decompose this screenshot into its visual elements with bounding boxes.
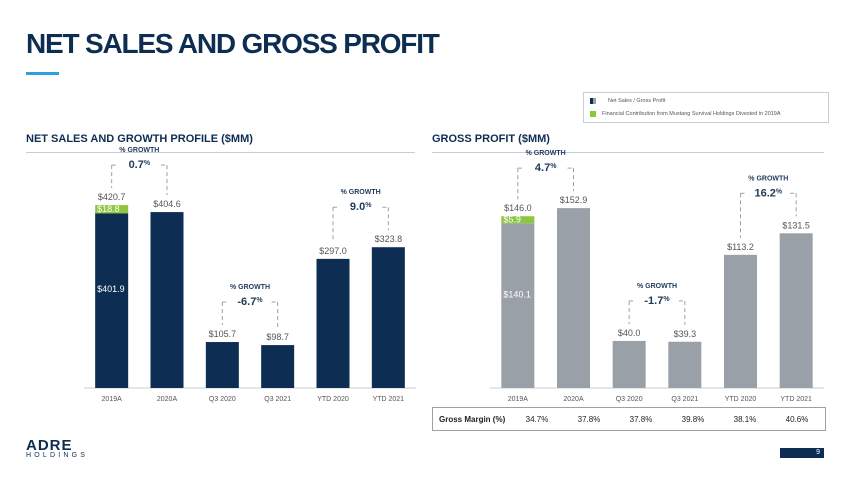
net-sales-total-label: $323.8 [375, 234, 403, 244]
net-sales-growth-percent: % [256, 297, 263, 304]
gross-profit-bar [557, 208, 590, 388]
gross-profit-tick-label: 2020A [563, 396, 584, 403]
gross-profit-growth-number: -1.7 [644, 295, 663, 307]
gross-profit-bar [668, 341, 702, 388]
gross-profit-total-label: $40.0 [618, 328, 641, 338]
net-sales-inner-label: $401.9 [97, 284, 125, 294]
net-sales-tick-label: YTD 2021 [373, 396, 405, 403]
net-sales-inner-label: $18.8 [97, 204, 120, 214]
net-sales-growth-percent: % [144, 160, 151, 167]
net-sales-growth-number: 9.0 [350, 201, 365, 213]
net-sales-total-label: $420.7 [98, 192, 126, 202]
net-sales-tick-label: 2019A [102, 396, 123, 403]
gross-margin-cell: 37.8% [577, 414, 601, 424]
gross-profit-growth-number: 4.7 [535, 162, 550, 174]
page-number: 9 [780, 448, 824, 458]
net-sales-bar-mustang [95, 205, 129, 214]
legend-swatch-mustang [590, 111, 596, 117]
net-sales-growth-number: -6.7 [237, 296, 256, 308]
gross-profit-growth-percent: % [550, 163, 557, 170]
gross-profit-tick-label: YTD 2021 [780, 396, 812, 403]
net-sales-bar [316, 258, 350, 388]
legend-item-net-sales: Net Sales / Gross Profit [590, 98, 665, 104]
net-sales-bar [95, 213, 129, 388]
gross-profit-growth-value: -1.7% [644, 295, 670, 307]
net-sales-tick-label: Q3 2021 [264, 396, 291, 403]
net-sales-growth-heading: % GROWTH [230, 284, 270, 291]
gross-margin-label: Gross Margin (%) [439, 414, 506, 424]
gross-profit-tick-label: YTD 2020 [725, 396, 757, 403]
gross-profit-growth-heading: % GROWTH [748, 175, 788, 182]
net-sales-total-label: $98.7 [266, 332, 289, 342]
gross-profit-bar [501, 223, 535, 388]
net-sales-tick-label: 2020A [157, 396, 178, 403]
gross-profit-growth-value: 16.2% [755, 187, 783, 199]
gross-profit-growth-percent: % [776, 188, 783, 195]
company-logo: ADRE HOLDINGS [26, 437, 96, 465]
net-sales-tick-label: YTD 2020 [317, 396, 349, 403]
legend-label: Financial Contribution from Mustang Surv… [602, 111, 781, 117]
gross-margin-cell: 37.8% [629, 414, 653, 424]
gross-profit-growth-value: 4.7% [535, 162, 557, 174]
page-title: NET SALES AND GROSS PROFIT [26, 28, 440, 59]
gross-profit-total-label: $113.2 [727, 242, 754, 252]
net-sales-growth-percent: % [365, 202, 372, 209]
gross-profit-growth-heading: % GROWTH [526, 150, 566, 157]
gross-profit-bar-mustang [501, 216, 535, 224]
gross-profit-bar [612, 340, 646, 388]
legend-swatch-gross-profit [593, 98, 596, 104]
net-sales-chart-title: NET SALES AND GROWTH PROFILE ($MM) [26, 133, 253, 145]
logo-wordmark: ADRE [26, 437, 73, 454]
gross-profit-growth-percent: % [663, 296, 670, 303]
net-sales-bar [261, 345, 295, 388]
net-sales-growth-heading: % GROWTH [341, 189, 381, 196]
legend-item-mustang: Financial Contribution from Mustang Surv… [590, 111, 781, 117]
net-sales-total-label: $297.0 [319, 246, 347, 256]
legend-label: Net Sales / Gross Profit [608, 98, 666, 104]
net-sales-tick-label: Q3 2020 [209, 396, 236, 403]
legend: Net Sales / Gross Profit Financial Contr… [583, 92, 829, 123]
gross-profit-total-label: $146.0 [504, 203, 532, 213]
net-sales-total-label: $404.6 [153, 199, 181, 209]
gross-profit-total-label: $131.5 [782, 220, 810, 230]
net-sales-growth-value: 0.7% [129, 159, 151, 171]
logo-subtitle: HOLDINGS [26, 452, 89, 459]
net-sales-growth-number: 0.7 [129, 159, 144, 171]
gross-margin-cell: 38.1% [733, 414, 757, 424]
gross-profit-total-label: $152.9 [560, 195, 588, 205]
gross-profit-tick-label: Q3 2020 [616, 396, 643, 403]
gross-profit-growth-number: 16.2 [755, 187, 776, 199]
gross-profit-chart-title: GROSS PROFIT ($MM) [432, 133, 550, 145]
net-sales-bar [371, 247, 405, 388]
gross-profit-tick-label: Q3 2021 [671, 396, 698, 403]
net-sales-total-label: $105.7 [209, 329, 237, 339]
title-underline [26, 72, 59, 75]
net-sales-growth-value: 9.0% [350, 201, 372, 213]
gross-profit-tick-label: 2019A [508, 396, 529, 403]
gross-margin-cell: 40.6% [785, 414, 809, 424]
gross-margin-table: Gross Margin (%) 34.7% 37.8% 37.8% 39.8%… [432, 407, 826, 431]
net-sales-bar [205, 342, 239, 388]
net-sales-growth-value: -6.7% [237, 296, 263, 308]
gross-margin-cell: 34.7% [525, 414, 549, 424]
gross-profit-bar [779, 233, 813, 388]
gross-profit-bar [724, 254, 757, 388]
net-sales-bar [150, 212, 184, 388]
gross-profit-inner-label: $5.9 [503, 215, 521, 225]
gross-profit-growth-heading: % GROWTH [637, 283, 677, 290]
net-sales-title-rule [26, 152, 415, 153]
gross-profit-title-rule [432, 152, 824, 153]
net-sales-growth-heading: % GROWTH [119, 147, 159, 154]
gross-profit-total-label: $39.3 [674, 329, 697, 339]
gross-margin-cell: 39.8% [681, 414, 705, 424]
legend-swatch-net-sales [590, 98, 593, 104]
gross-profit-inner-label: $140.1 [503, 289, 531, 299]
